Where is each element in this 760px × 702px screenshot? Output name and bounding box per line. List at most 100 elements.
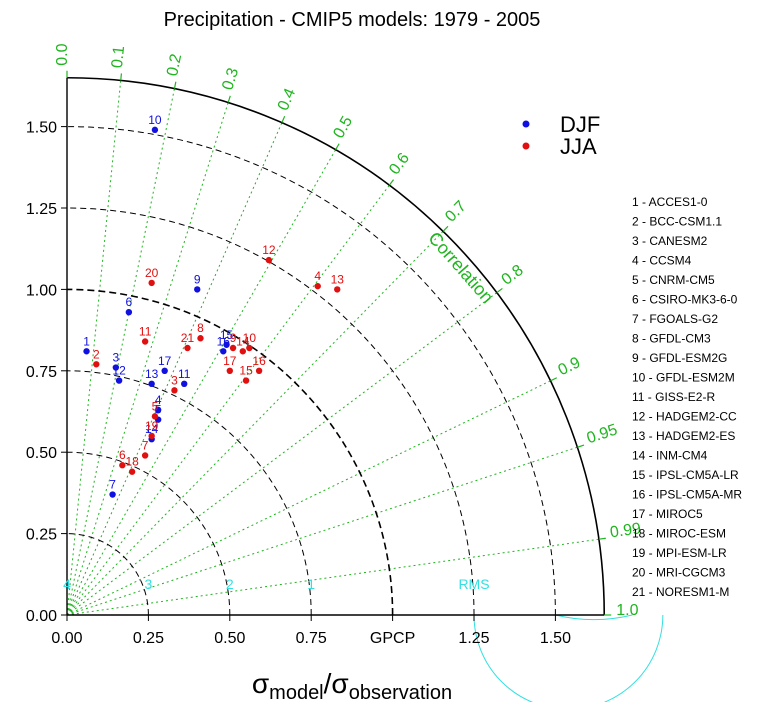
data-point-label: 17 (223, 354, 237, 368)
data-point (197, 335, 204, 342)
correlation-tick (173, 81, 177, 89)
data-point (223, 341, 230, 348)
data-point-label: 17 (158, 354, 172, 368)
data-point-label: 2 (93, 347, 100, 361)
data-point-label: 8 (197, 321, 204, 335)
std-dev-arc (66, 370, 312, 616)
model-list-item: 11 - GISS-E2-R (632, 390, 715, 404)
legend-label: DJF (560, 112, 600, 137)
data-point-label: 13 (331, 272, 345, 286)
data-point-label: 6 (126, 295, 133, 309)
std-dev-arc (66, 451, 231, 616)
correlation-tick-label: 0.1 (109, 45, 128, 69)
model-list: 1 - ACCES1-0 2 - BCC-CSM1.1 3 - CANESM2 4 -… (632, 195, 742, 599)
model-list-item: 1 - ACCES1-0 (632, 195, 708, 209)
correlation-tick (227, 95, 231, 103)
data-point (194, 286, 201, 293)
data-point-label: 1 (83, 334, 90, 348)
y-tick-label: 0.75 (26, 364, 57, 381)
grid-layer (66, 80, 664, 702)
data-point (83, 348, 90, 355)
data-point (148, 380, 155, 388)
model-list-item: 14 - INM-CM4 (632, 449, 708, 463)
chart-title: Precipitation - CMIP5 models: 1979 - 200… (164, 9, 541, 31)
data-point (314, 282, 321, 290)
data-point-label: 15 (220, 328, 234, 342)
rms-arc (473, 614, 664, 702)
std-dev-arc (66, 533, 149, 616)
data-point-label: 13 (145, 367, 159, 381)
x-label-slash: / (324, 668, 332, 699)
correlation-tick-label: 0.99 (609, 520, 642, 541)
data-point (141, 338, 149, 345)
data-point (161, 367, 168, 374)
rms-arc (555, 614, 633, 621)
data-point (151, 126, 159, 134)
data-point (265, 256, 273, 264)
data-point-label: 15 (239, 364, 253, 378)
correlation-tick-label: 0.2 (164, 52, 185, 77)
data-point (226, 367, 233, 374)
model-list-item: 2 - BCC-CSM1.1 (632, 215, 722, 229)
correlation-tick-label: 0.95 (585, 421, 620, 447)
data-point (184, 344, 191, 352)
data-point (334, 286, 341, 293)
x-label-sigma: σ (252, 668, 269, 699)
y-tick-label: 0.50 (26, 445, 57, 462)
data-point-label: 3 (112, 351, 119, 365)
std-dev-arc (66, 126, 556, 616)
data-point-label: 12 (262, 243, 276, 257)
x-tick-label: 1.25 (458, 630, 489, 647)
model-list-item: 16 - IPSL-CM5A-MR (632, 488, 742, 502)
model-list-item: 12 - HADGEM2-CC (632, 410, 737, 424)
data-point (220, 348, 227, 355)
correlation-line (66, 88, 175, 616)
data-point (255, 367, 263, 374)
x-label-sub-model: model (269, 682, 323, 702)
legend-label: JJA (560, 134, 597, 159)
data-point-label: 6 (119, 448, 126, 462)
data-point-label: 21 (181, 331, 195, 345)
y-tick-label: 0.25 (26, 527, 57, 544)
model-list-item: 17 - MIROC5 (632, 507, 703, 521)
y-tick-label: 0.00 (26, 608, 57, 625)
y-tick-label: 1.25 (26, 201, 57, 218)
correlation-tick (496, 287, 503, 294)
data-point-label: 14 (236, 334, 250, 348)
data-point-label: 12 (112, 364, 126, 378)
correlation-tick (550, 377, 558, 382)
data-point (93, 361, 100, 368)
correlation-tick (598, 537, 606, 540)
data-point-label: 11 (139, 324, 152, 338)
correlation-tick (577, 444, 585, 448)
data-point (109, 491, 116, 498)
rms-tick-label: 4 (63, 576, 71, 592)
data-point-label: 4 (314, 269, 321, 283)
data-point (239, 348, 247, 355)
model-list-item: 13 - HADGEM2-ES (632, 429, 735, 443)
model-list-item: 20 - MRI-CGCM3 (632, 566, 726, 580)
rms-tick-label: 3 (145, 576, 153, 592)
model-list-item: 6 - CSIRO-MK3-6-0 (632, 293, 738, 307)
correlation-tick (281, 115, 286, 123)
data-point (246, 344, 253, 352)
correlation-tick-label: 0.0 (54, 43, 71, 65)
model-list-item: 10 - GFDL-ESM2M (632, 371, 735, 385)
data-point-label: 10 (243, 331, 257, 345)
data-point-label: 10 (148, 113, 162, 127)
x-label-sigma-2: σ (331, 668, 348, 699)
data-point (112, 364, 120, 371)
data-point (125, 308, 133, 316)
correlation-line (66, 102, 229, 616)
data-point (242, 377, 250, 384)
model-list-item: 7 - FGOALS-G2 (632, 312, 718, 326)
correlation-tick-label: 1.0 (616, 602, 638, 619)
data-point-label: 9 (194, 272, 201, 286)
rms-tick-label: 1 (307, 576, 315, 592)
data-point-label: 16 (252, 354, 266, 368)
x-label-sub-observation: observation (349, 682, 452, 702)
correlation-title: Correlation (424, 228, 497, 307)
data-point-label: 20 (145, 266, 159, 280)
